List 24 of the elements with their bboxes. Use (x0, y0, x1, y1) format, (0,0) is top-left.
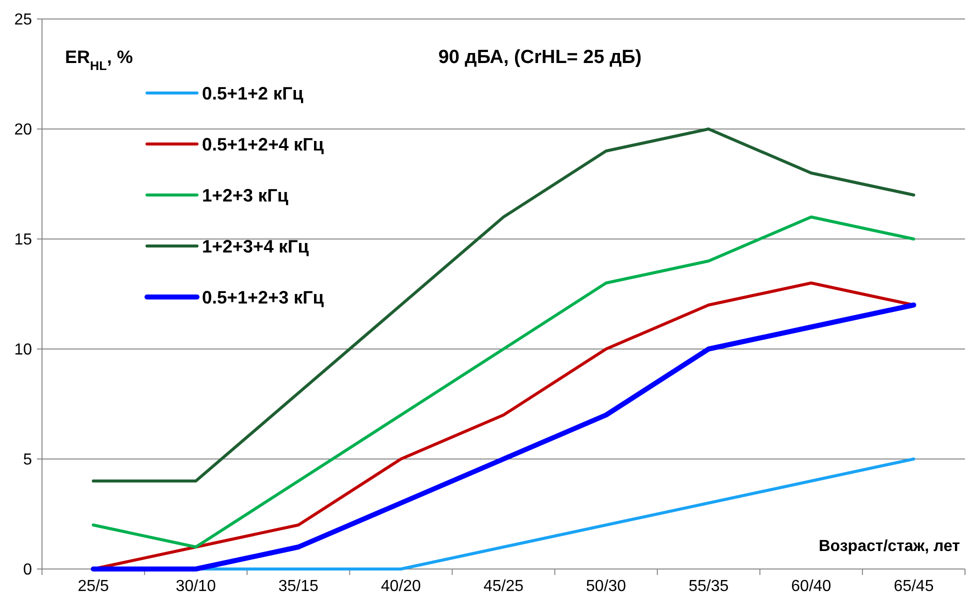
y-tick-label: 25 (14, 12, 32, 29)
x-tick-label: 35/15 (278, 578, 319, 595)
legend-label: 0.5+1+2 кГц (202, 83, 304, 104)
x-tick-label: 45/25 (483, 578, 524, 595)
x-tick-label: 30/10 (176, 578, 216, 595)
legend-label: 1+2+3+4 кГц (202, 236, 309, 256)
y-tick-label: 0 (23, 562, 32, 579)
y-tick-label: 20 (14, 122, 32, 139)
y-tick-label: 15 (14, 232, 32, 249)
y-tick-label: 5 (23, 452, 32, 469)
legend-label: 0.5+1+2+3 кГц (202, 287, 324, 308)
x-tick-label: 25/5 (78, 578, 109, 595)
x-tick-label: 65/45 (894, 578, 934, 595)
x-tick-label: 50/30 (586, 578, 626, 595)
line-series (92, 128, 916, 482)
x-tick-label: 60/40 (791, 578, 832, 595)
y-axis-title: ER$_{HL}$, % (65, 47, 133, 73)
x-tick-label: 40/20 (380, 578, 422, 595)
text: 90 дБА, (CrHL= 25 дБ) (438, 47, 642, 68)
legend-label: 0.5+1+2+4 кГц (202, 134, 324, 154)
x-tick-label: 55/35 (688, 578, 729, 595)
y-tick-label: 10 (14, 342, 32, 359)
legend-label: 1+2+3 кГц (202, 185, 288, 206)
x-axis-title: Возраст/стаж, лет (818, 538, 960, 555)
